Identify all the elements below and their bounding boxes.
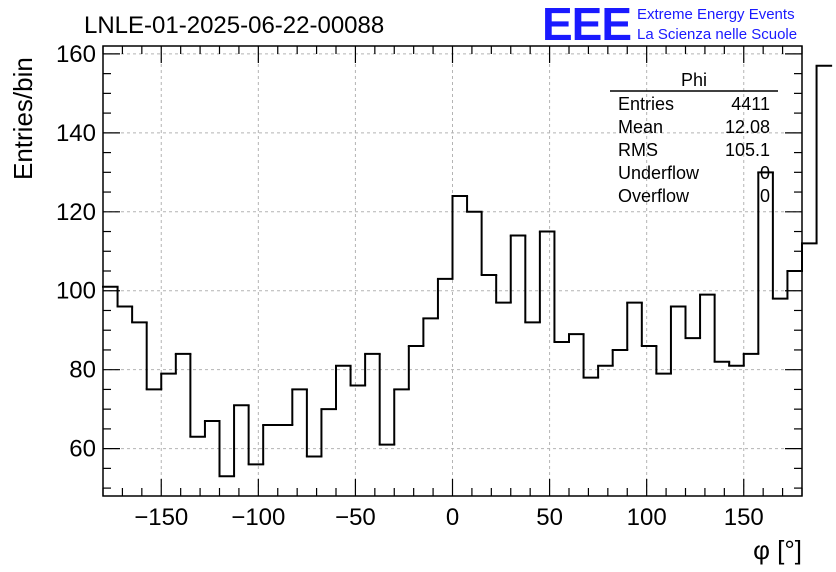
- eee-logo-letters: EEE: [542, 0, 631, 50]
- stats-rows: Entries 4411 Mean 12.08 RMS 105.1 Underflow 0 Ov…: [618, 94, 770, 206]
- stats-row-label: RMS: [618, 140, 658, 160]
- tick-labels: −150 −100 −50 0 50 100 150 60 80 100 120 140 160: [56, 41, 764, 531]
- logo-line-2: La Scienza nelle Scuole: [637, 26, 797, 43]
- stats-title: Phi: [681, 70, 707, 90]
- y-tick-label: 60: [69, 436, 96, 463]
- x-tick-label: 100: [627, 504, 667, 531]
- stats-row-label: Entries: [618, 94, 674, 114]
- stats-row-label: Mean: [618, 117, 663, 137]
- y-axis-label: Entries/bin: [8, 57, 38, 180]
- y-tick-label: 100: [56, 278, 96, 305]
- y-tick-label: 140: [56, 120, 96, 147]
- x-tick-label: −100: [231, 504, 285, 531]
- stats-row-value: 0: [760, 186, 770, 206]
- stats-row-value: 0: [760, 163, 770, 183]
- logo-line-1: Extreme Energy Events: [637, 6, 795, 23]
- x-axis-label: φ [°]: [753, 535, 802, 565]
- chart-title: LNLE-01-2025-06-22-00088: [84, 12, 384, 39]
- y-tick-label: 120: [56, 199, 96, 226]
- y-tick-label: 160: [56, 41, 96, 68]
- stats-row-value: 105.1: [725, 140, 770, 160]
- x-tick-label: 150: [724, 504, 764, 531]
- stats-row-value: 4411: [731, 94, 770, 114]
- x-tick-label: −50: [335, 504, 376, 531]
- stats-row-value: 12.08: [725, 117, 770, 137]
- stats-row-label: Underflow: [618, 163, 700, 183]
- y-tick-label: 80: [69, 357, 96, 384]
- histogram-series: [102, 64, 833, 478]
- x-tick-label: 50: [536, 504, 563, 531]
- eee-logo: EEE Extreme Energy Events La Scienza nel…: [542, 0, 797, 50]
- stats-box: Phi Entries 4411 Mean 12.08 RMS 105.1 Underflo…: [610, 70, 778, 206]
- x-tick-label: −150: [134, 504, 188, 531]
- stats-row-label: Overflow: [618, 186, 690, 206]
- axis-ticks: [102, 46, 803, 496]
- x-tick-label: 0: [446, 504, 459, 531]
